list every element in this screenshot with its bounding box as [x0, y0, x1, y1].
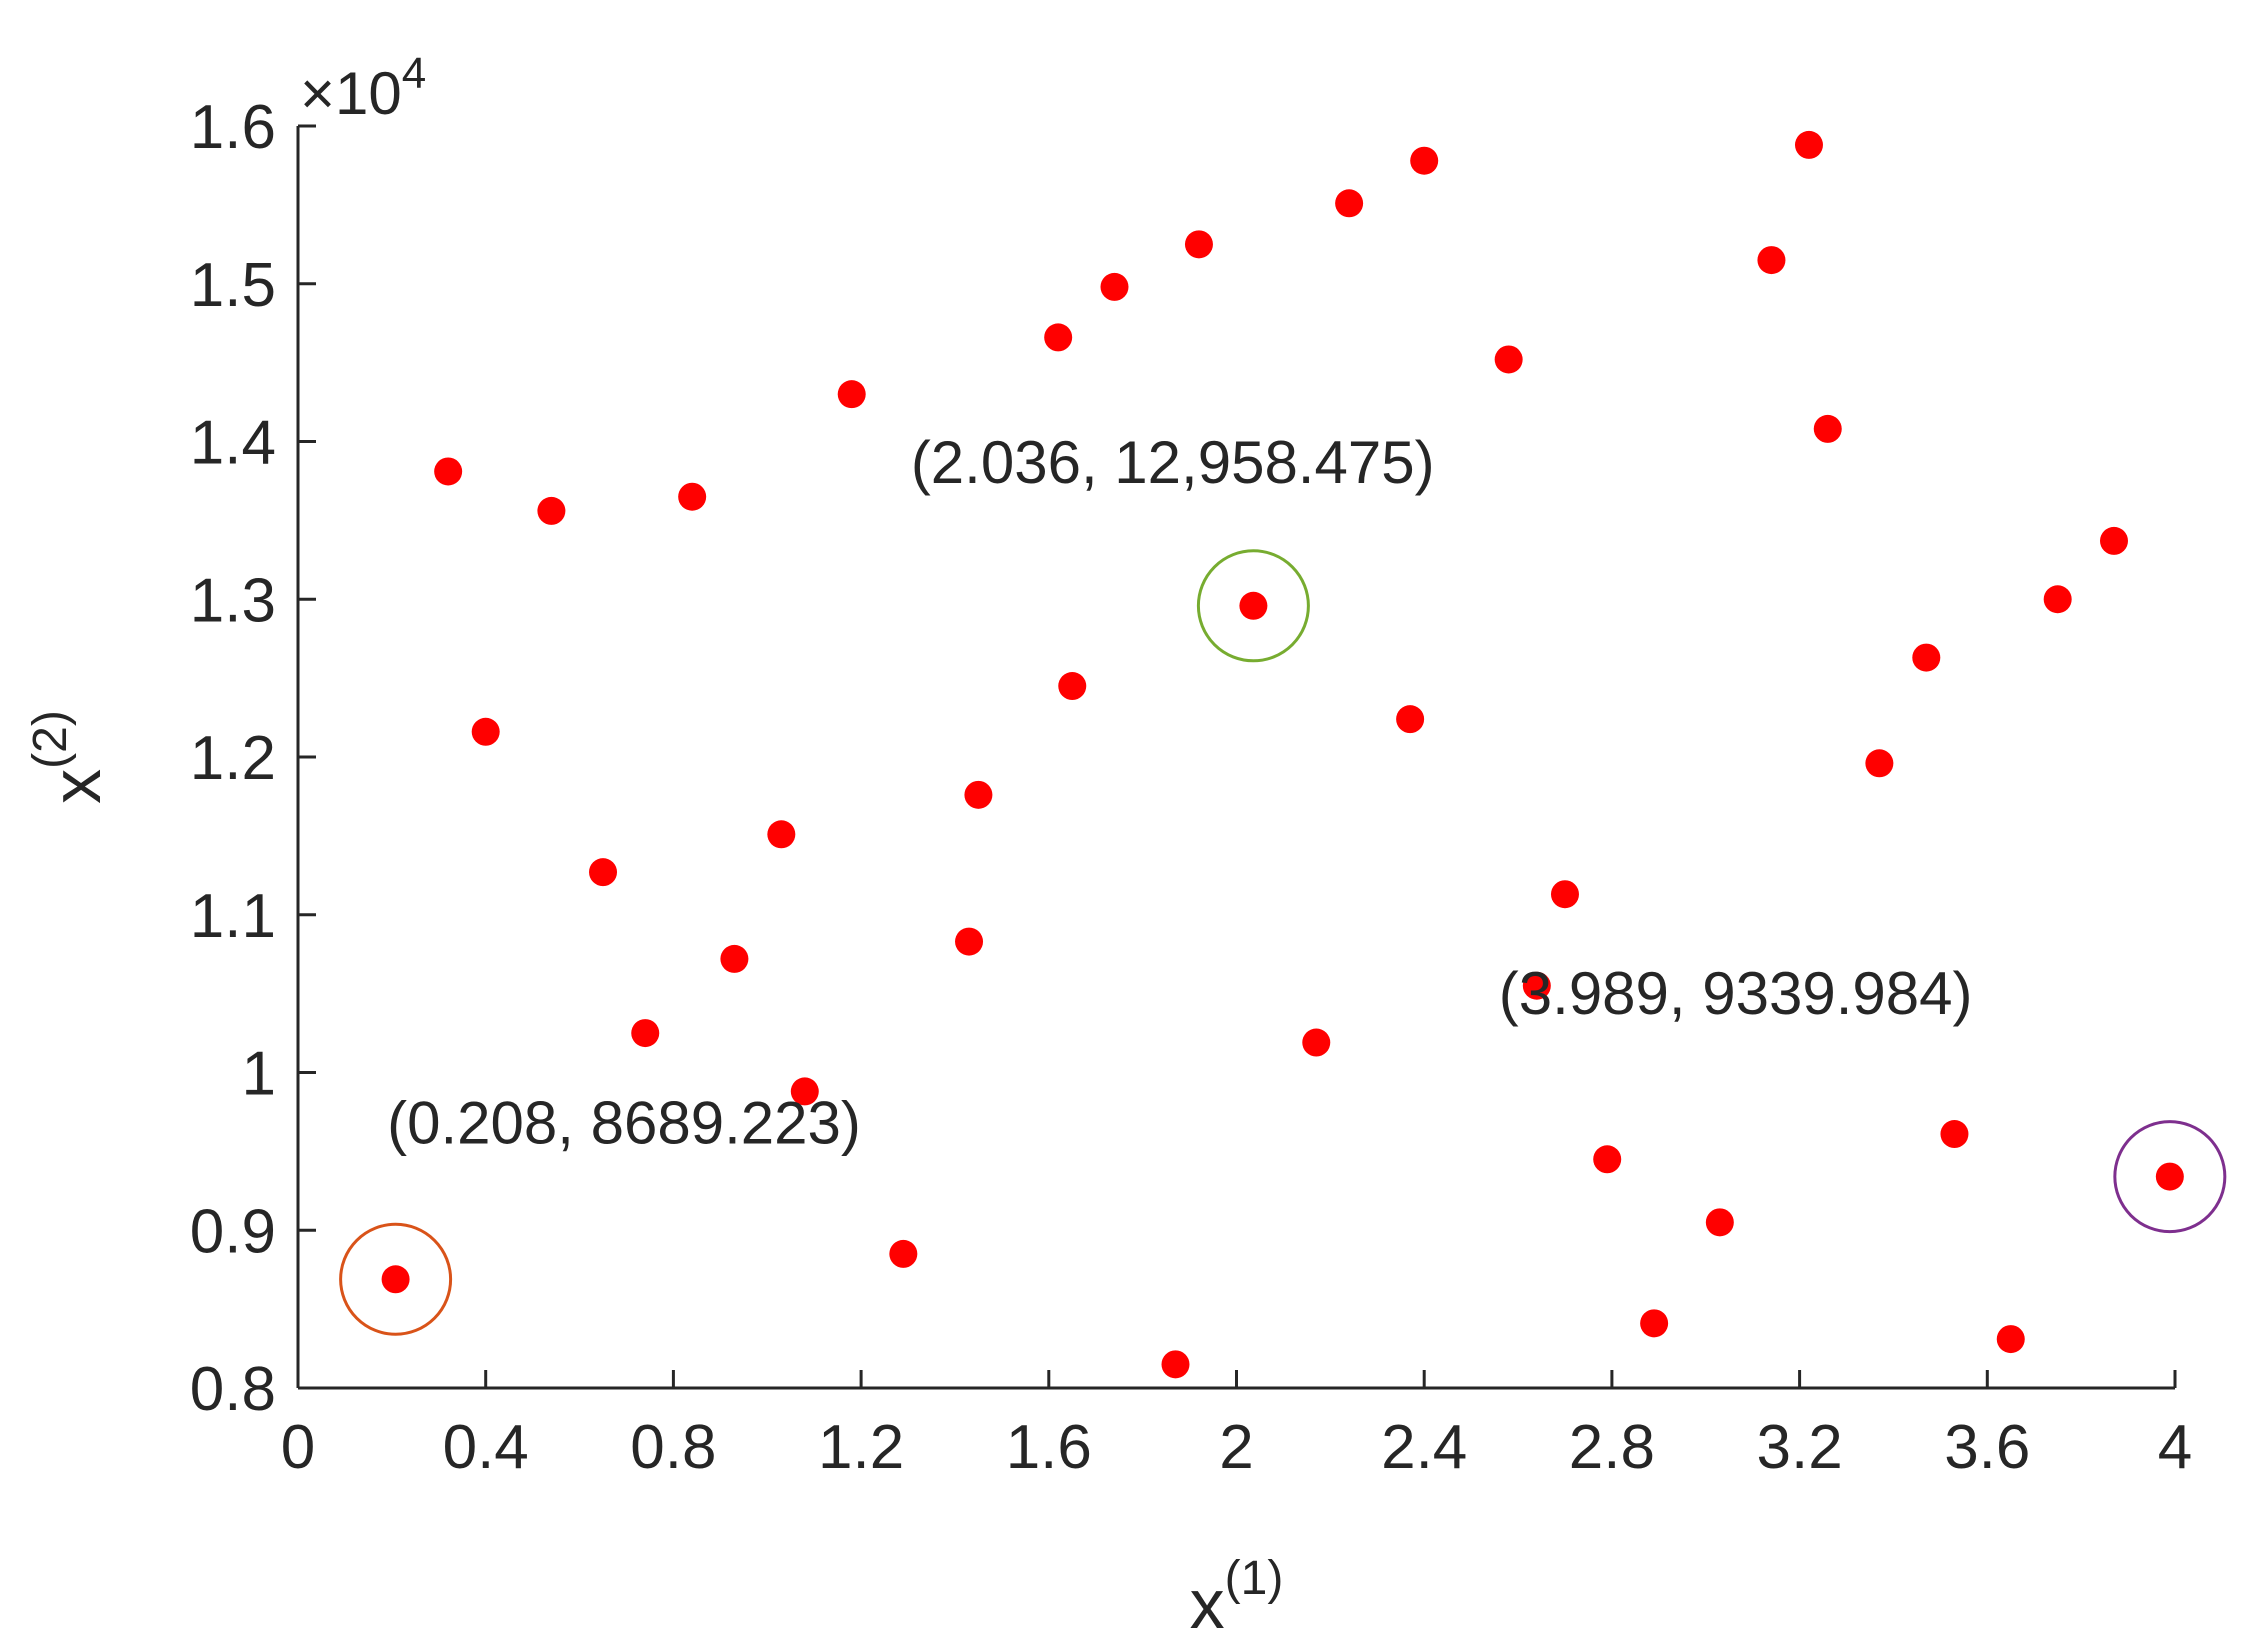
- data-point: [889, 1239, 918, 1268]
- data-point: [1410, 146, 1439, 175]
- annotations: (0.208, 8689.223) (2.036, 12,958.475) (3.9…: [387, 429, 1972, 1157]
- y-tick-label: 1.2: [190, 724, 276, 793]
- y-axis-multiplier: ×104: [300, 49, 426, 127]
- x-tick-label: 2: [1219, 1413, 1253, 1482]
- data-point: [381, 1265, 410, 1294]
- data-point: [2099, 526, 2128, 555]
- x-tick-label: 3.6: [1944, 1413, 2030, 1482]
- x-tick-label: 1.6: [1006, 1413, 1092, 1482]
- data-point: [1161, 1350, 1190, 1379]
- x-tick-label: 2.4: [1381, 1413, 1467, 1482]
- data-point: [2043, 585, 2072, 614]
- data-point: [1100, 272, 1129, 301]
- data-point: [767, 820, 796, 849]
- data-point: [1239, 591, 1268, 620]
- y-tick-label: 1: [242, 1040, 276, 1109]
- y-tick-label: 1.3: [190, 566, 276, 635]
- x-tick-label: 4: [2158, 1413, 2192, 1482]
- data-points: [381, 130, 2184, 1379]
- data-point: [1940, 1120, 1969, 1149]
- y-tick-label: 1.1: [190, 882, 276, 951]
- point-annotation: (3.989, 9339.984): [1499, 960, 1973, 1027]
- data-point: [1705, 1208, 1734, 1237]
- data-point: [631, 1019, 660, 1048]
- data-point: [1813, 414, 1842, 443]
- data-point: [1593, 1145, 1622, 1174]
- data-point: [537, 496, 566, 525]
- data-point: [1912, 643, 1941, 672]
- data-point: [434, 457, 463, 486]
- data-point: [955, 927, 984, 956]
- data-point: [1640, 1309, 1669, 1338]
- data-point: [1522, 971, 1551, 1000]
- data-point: [1865, 749, 1894, 778]
- data-point: [720, 944, 749, 973]
- data-point: [1757, 246, 1786, 275]
- data-point: [678, 482, 707, 511]
- y-tick-label: 1.6: [190, 93, 276, 162]
- x-tick-label: 3.2: [1756, 1413, 1842, 1482]
- data-point: [471, 717, 500, 746]
- ticks: 0 0.4 0.8 1.2 1.6 2 2.4 2.8 3.2 3.6 4 0.8 0.9 1 1.1 1.2…: [190, 93, 2192, 1482]
- data-point: [2155, 1162, 2184, 1191]
- y-tick-label: 1.5: [190, 251, 276, 320]
- data-point: [1794, 130, 1823, 159]
- highlight-circle: [339, 1222, 453, 1336]
- y-tick-label: 1.4: [190, 409, 276, 478]
- data-point: [1058, 672, 1087, 701]
- y-axis-label: x(2): [24, 710, 115, 804]
- highlight-circle: [1196, 549, 1310, 663]
- point-annotation: (2.036, 12,958.475): [911, 429, 1435, 496]
- point-annotation: (0.208, 8689.223): [387, 1090, 861, 1157]
- x-axis-label: x(1): [1190, 1552, 1284, 1643]
- data-point: [1396, 705, 1425, 734]
- highlight-circle: [2113, 1120, 2227, 1234]
- y-tick-label: 0.8: [190, 1355, 276, 1424]
- x-tick-label: 0: [281, 1413, 315, 1482]
- x-tick-label: 0.8: [630, 1413, 716, 1482]
- data-point: [790, 1077, 819, 1106]
- data-point: [589, 858, 618, 887]
- x-tick-label: 2.8: [1569, 1413, 1655, 1482]
- data-point: [964, 780, 993, 809]
- data-point: [1550, 880, 1579, 909]
- data-point: [1302, 1028, 1331, 1057]
- data-point: [1494, 345, 1523, 374]
- data-point: [1184, 230, 1213, 259]
- data-point: [1996, 1325, 2025, 1354]
- data-point: [837, 380, 866, 409]
- y-tick-label: 0.9: [190, 1197, 276, 1266]
- x-tick-label: 1.2: [818, 1413, 904, 1482]
- x-tick-label: 0.4: [443, 1413, 529, 1482]
- highlight-circles: [339, 549, 2227, 1336]
- axes: [296, 126, 2175, 1390]
- data-point: [1335, 189, 1364, 218]
- data-point: [1044, 323, 1073, 352]
